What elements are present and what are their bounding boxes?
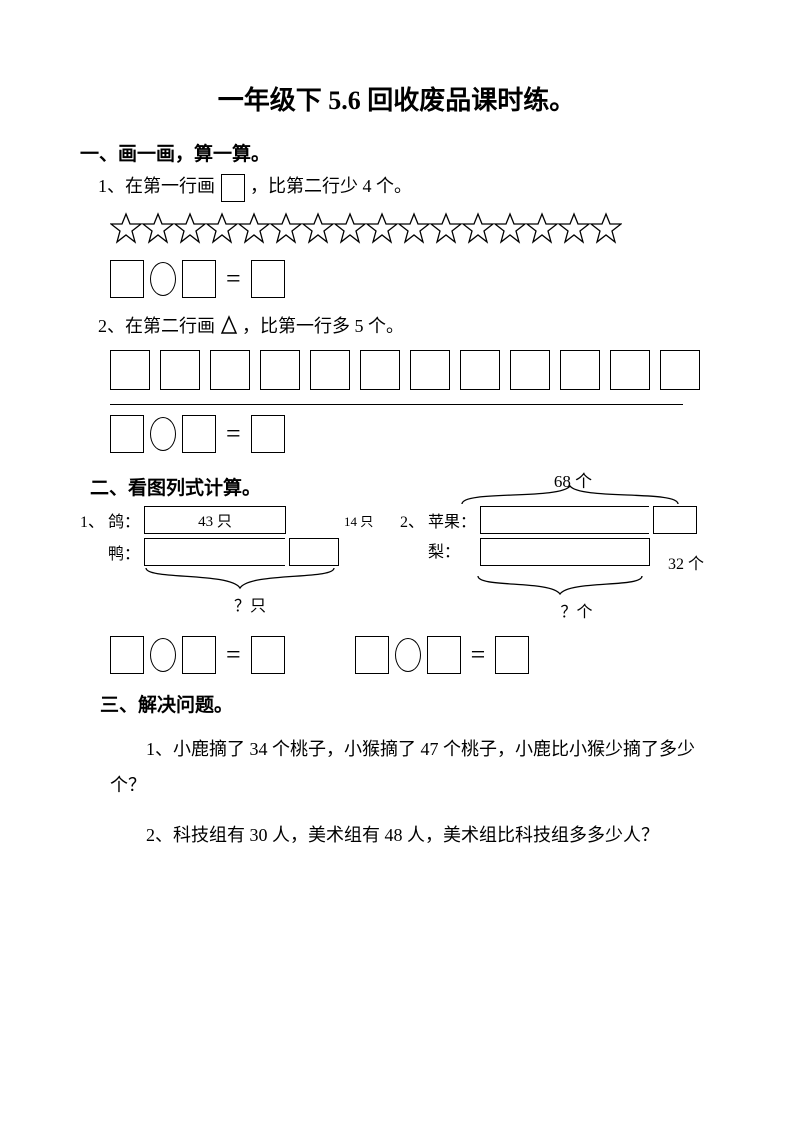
square-icon [260,350,300,390]
worksheet-page: 一年级下 5.6 回收废品课时练。 一、画一画，算一算。 1、在第一行画 ，比第… [0,0,793,1122]
ya-label: 鸭： [108,540,140,564]
brace-down-icon [476,574,713,596]
section2: 二、看图列式计算。 68 个 1、 鸽： 43 只 14 只 1、 鸭： [80,467,713,674]
ya-bar-2 [289,538,339,566]
apple-bar-2 [653,506,697,534]
square-icon [360,350,400,390]
eq-box[interactable] [251,636,285,674]
word-problem-1: 1、小鹿摘了 34 个桃子，小猴摘了 47 个桃子，小鹿比小猴少摘了多少个？ [110,731,713,803]
eq-box[interactable] [110,260,144,298]
equals-sign: = [222,640,245,670]
eq-box[interactable] [355,636,389,674]
square-icon [160,350,200,390]
eq-op-oval[interactable] [150,638,176,672]
star-icon [526,212,558,244]
eq-op-oval[interactable] [395,638,421,672]
equation-4: = [355,636,530,674]
square-icon [560,350,600,390]
square-icon [210,350,250,390]
wp1-text: 1、小鹿摘了 34 个桃子，小猴摘了 47 个桃子，小鹿比小猴少摘了多少个？ [110,739,695,795]
star-icon [142,212,174,244]
ge-label: 鸽： [108,508,140,532]
section3-header: 三、解决问题。 [100,690,713,717]
item1-post: ，比第二行少 4 个。 [250,176,412,196]
diagram-area: 1、 鸽： 43 只 14 只 1、 鸭： [80,506,713,622]
pear-label: 梨： [428,538,476,562]
eq-box[interactable] [110,636,144,674]
eq-box[interactable] [427,636,461,674]
item2-pre: 2、在第二行画 [98,316,215,336]
diagram-1: 1、 鸽： 43 只 14 只 1、 鸭： [80,506,380,622]
square-icon [310,350,350,390]
equals-sign: = [222,264,245,294]
square-icon [510,350,550,390]
eq-box[interactable] [110,415,144,453]
equals-sign: = [467,640,490,670]
star-icon [174,212,206,244]
p2-num: 2、 [400,508,424,532]
brace-up-icon [460,484,713,506]
item-1-2: 2、在第二行画 ，比第一行多 5 个。 [98,312,713,340]
eq-box[interactable] [182,415,216,453]
equation-2: = [110,415,713,453]
item-1-1: 1、在第一行画 ，比第二行少 4 个。 [98,172,713,202]
diagram-2: 2、 苹果： 2、 梨： 32 个 ？ [400,506,713,622]
section2-header: 二、看图列式计算。 [90,473,261,500]
pear-bar [480,538,650,566]
wp2-text: 2、科技组有 30 人，美术组有 48 人，美术组比科技组多多少人？ [146,825,659,845]
star-icon [206,212,238,244]
item2-post: ，比第一行多 5 个。 [242,316,404,336]
eq-op-oval[interactable] [150,262,176,296]
square-icon [410,350,450,390]
star-row [110,212,713,250]
question-2: ？个 [440,598,713,622]
eq-box[interactable] [495,636,529,674]
answer-line[interactable] [110,404,683,405]
star-icon [462,212,494,244]
ge-bar: 43 只 [144,506,286,534]
eq-box[interactable] [182,636,216,674]
eq-box[interactable] [251,415,285,453]
star-icon [590,212,622,244]
star-icon [494,212,526,244]
apple-label: 苹果： [428,508,476,532]
word-problem-2: 2、科技组有 30 人，美术组有 48 人，美术组比科技组多多少人？ [110,817,713,853]
p1-num: 1、 [80,508,104,532]
square-icon [110,350,150,390]
square-icon [610,350,650,390]
page-title: 一年级下 5.6 回收废品课时练。 [80,80,713,117]
pear-extra: 32 个 [668,550,704,574]
brace-down-icon [144,566,380,590]
eq-box[interactable] [182,260,216,298]
eq-box[interactable] [251,260,285,298]
equation-1: = [110,260,713,298]
square-icon [660,350,700,390]
star-icon [238,212,270,244]
star-icon [334,212,366,244]
equation-pair: = = [110,636,683,674]
star-icon [558,212,590,244]
square-icon [460,350,500,390]
eq-op-oval[interactable] [150,417,176,451]
inline-triangle-icon [220,315,238,340]
star-icon [366,212,398,244]
apple-bar-1 [480,506,649,534]
inline-square-icon [221,174,245,202]
star-icon [398,212,430,244]
equals-sign: = [222,419,245,449]
question-1: ？只 [120,592,380,616]
star-icon [302,212,334,244]
square-row [110,350,713,390]
section1-header: 一、画一画，算一算。 [80,139,713,166]
ya-bar-1 [144,538,285,566]
ge-value: 43 只 [198,510,232,531]
equation-3: = [110,636,285,674]
star-icon [430,212,462,244]
item1-pre: 1、在第一行画 [98,176,215,196]
star-icon [110,212,142,244]
extra-14: 14 只 [344,511,373,530]
star-icon [270,212,302,244]
